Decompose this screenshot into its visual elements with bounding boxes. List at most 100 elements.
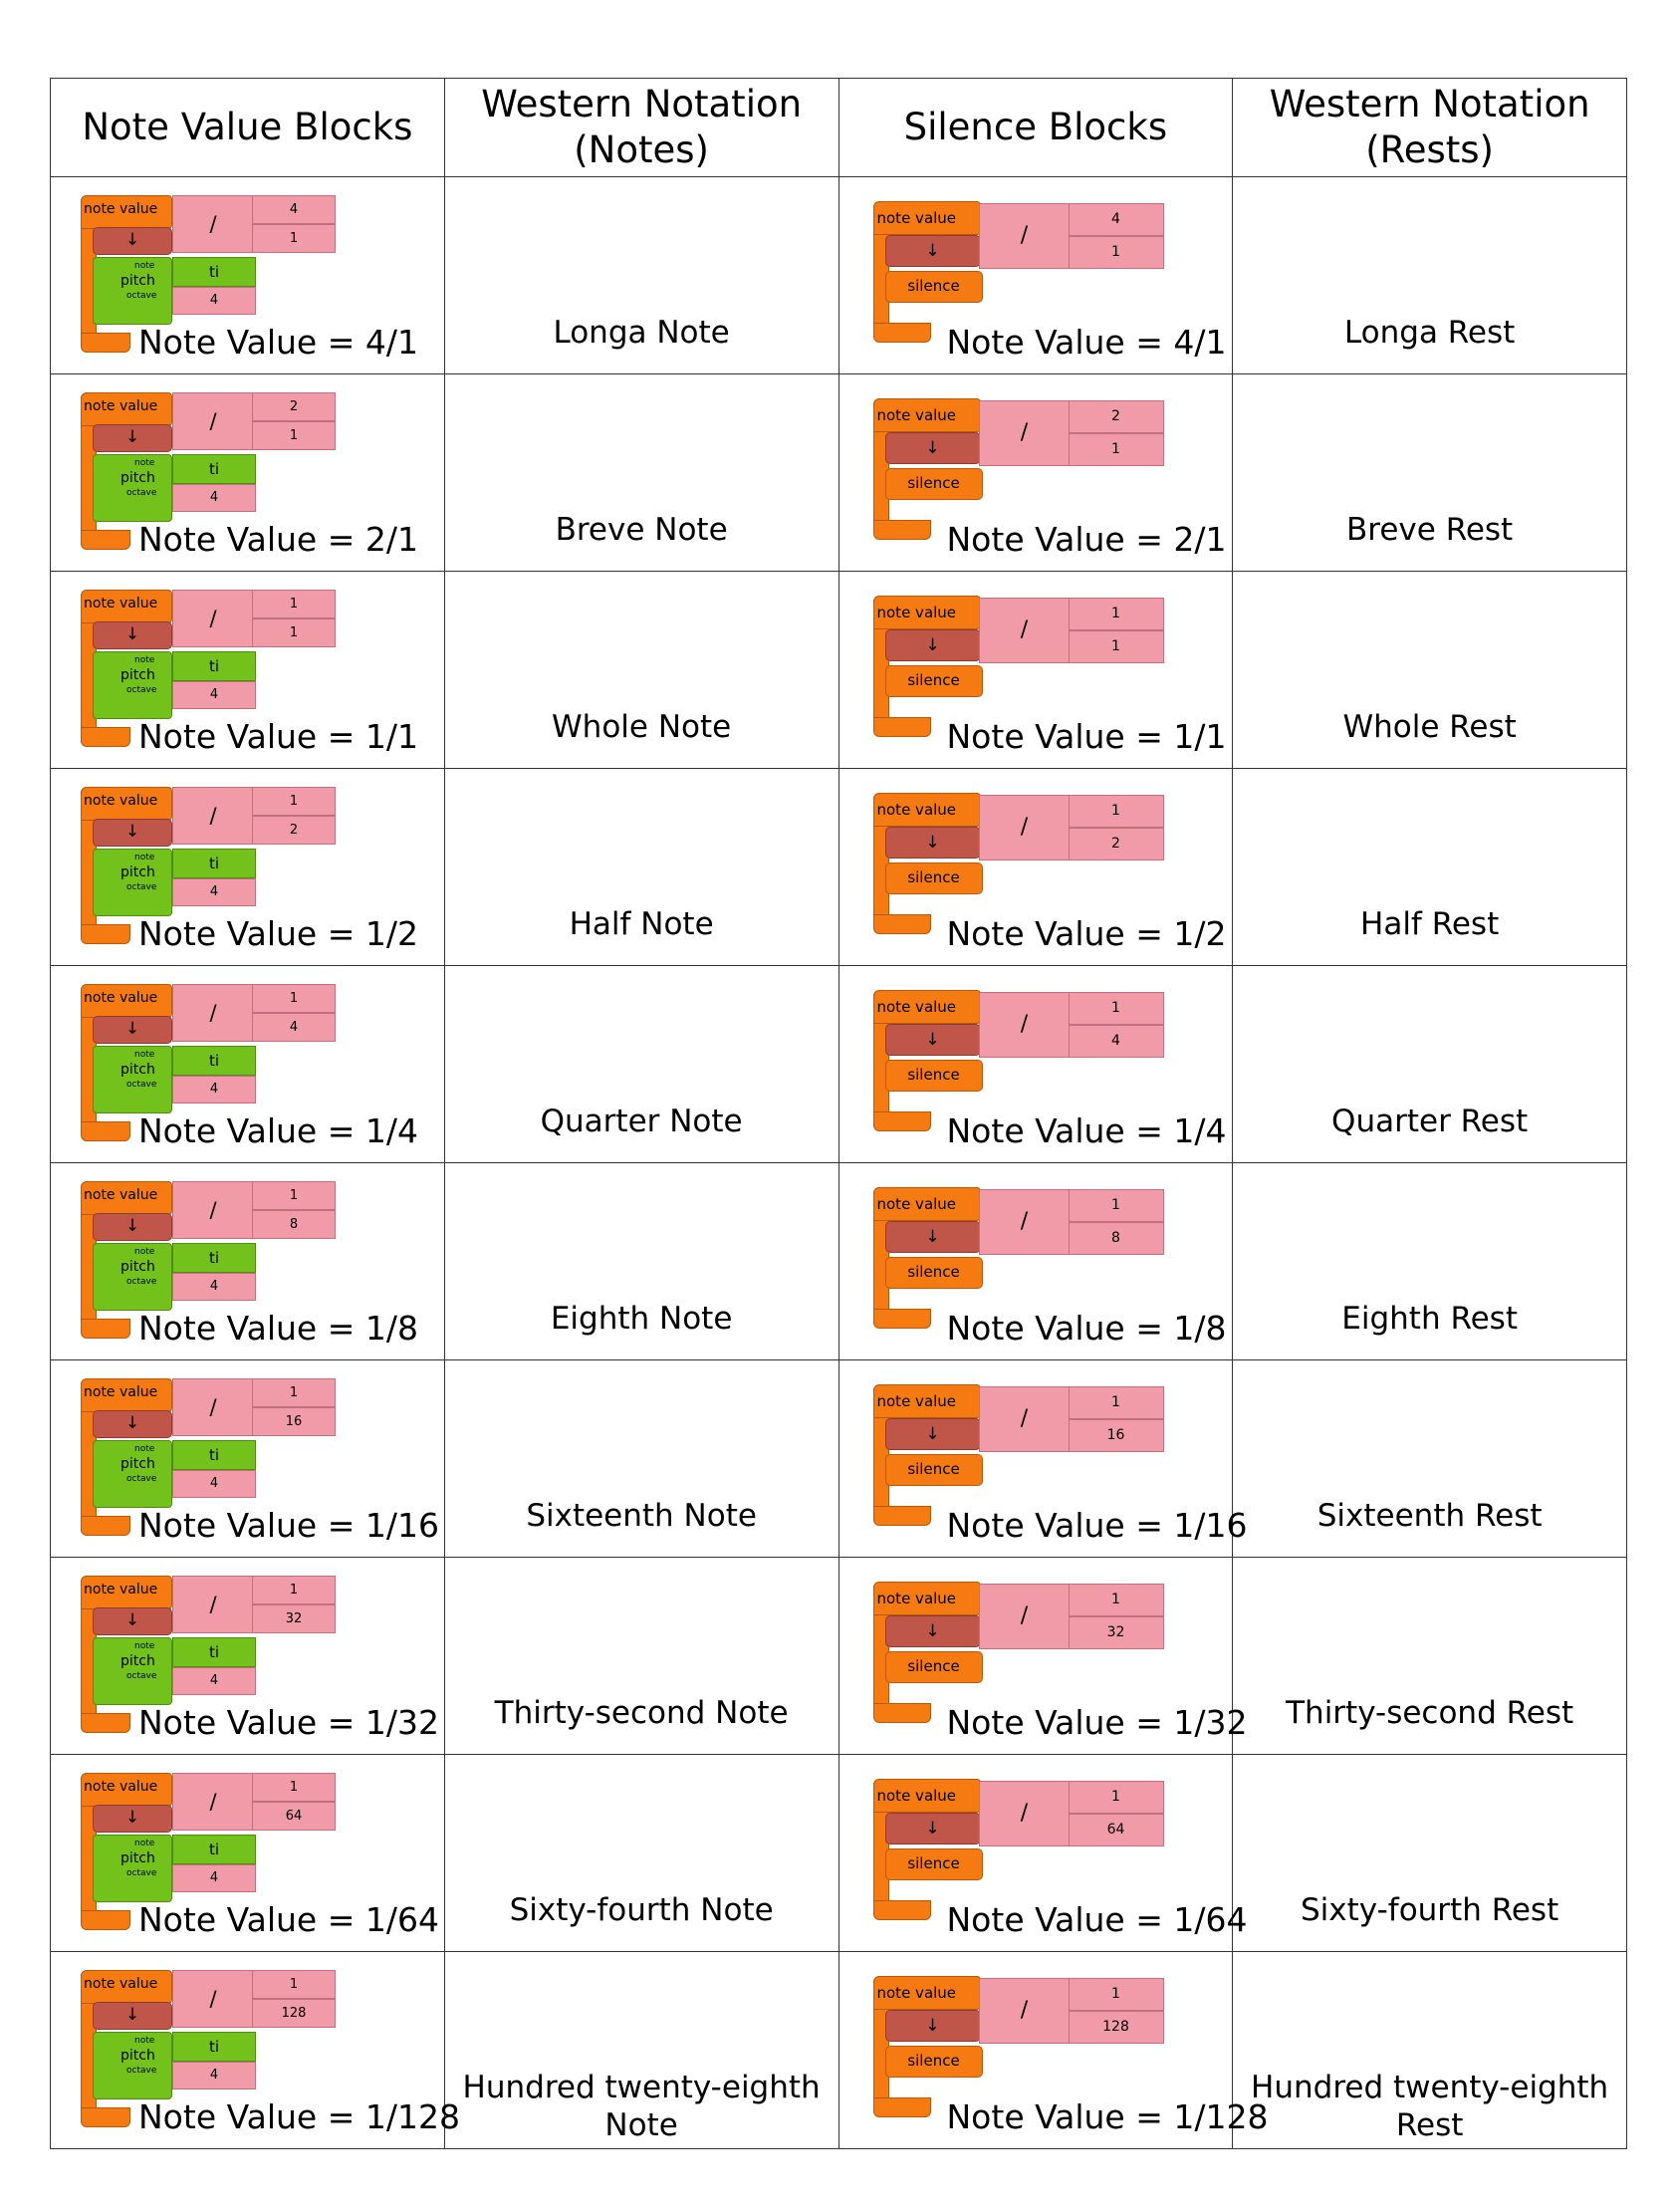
- silence-block-foot: [872, 1506, 931, 1526]
- note-value-block[interactable]: note value ↓ note pitch octave ti 4 /1 8: [81, 1181, 340, 1341]
- denominator-value: 1: [1068, 236, 1164, 269]
- note-value-label: note value: [84, 990, 158, 1006]
- arrow-block: ↓: [93, 819, 172, 847]
- silence-note-value-block[interactable]: note value ↓ silence/1 32: [872, 1582, 1172, 1731]
- divide-block: /: [978, 1189, 1071, 1255]
- note-value-block[interactable]: note value ↓ note pitch octave ti 4 /1 2: [81, 787, 340, 946]
- silence-block: silence: [884, 1060, 983, 1092]
- silence-block-foot: [872, 1309, 931, 1329]
- silence-note-value-block[interactable]: note value ↓ silence/4 1: [872, 201, 1172, 351]
- table-row: note value ↓ note pitch octave ti 4/1 4 Note Val…: [50, 965, 1627, 1163]
- pitch-name-value: ti: [172, 849, 256, 878]
- silence-block-foot: [872, 1703, 931, 1723]
- numerator-value: 1: [252, 1773, 336, 1802]
- divide-block: /: [978, 1978, 1071, 2044]
- western-notation-note-cell: Sixty-fourth Note: [443, 1754, 839, 1952]
- arrow-block: ↓: [93, 621, 172, 649]
- note-block-foot: [81, 333, 130, 353]
- silence-note-value-block[interactable]: note value ↓ silence/1 64: [872, 1779, 1172, 1928]
- pitch-name-value: ti: [172, 257, 256, 287]
- note-value-caption: Note Value = 1/1: [946, 717, 1227, 756]
- denominator-value: 64: [252, 1802, 336, 1831]
- note-value-block[interactable]: note value ↓ note pitch octave ti 4 /2 1: [81, 392, 340, 552]
- rest-name: Thirty-second Rest: [1286, 1695, 1574, 1731]
- pitch-label: pitch: [120, 667, 155, 683]
- note-value-caption: Note Value = 2/1: [138, 520, 418, 559]
- note-value-blocks-cell: note value ↓ note pitch octave ti 4 /1 2 Note Val…: [50, 768, 445, 966]
- silence-note-value-block[interactable]: note value ↓ silence/1 16: [872, 1384, 1172, 1534]
- note-name: Thirty-second Note: [494, 1695, 789, 1731]
- note-block-foot: [81, 1516, 130, 1536]
- numerator-value: 1: [1068, 795, 1164, 828]
- pitch-block: [93, 1637, 172, 1705]
- note-value-label: note value: [876, 998, 957, 1016]
- note-value-label: note value: [84, 1582, 158, 1598]
- silence-blocks-cell: note value ↓ silence/1 8 Note Value = 1/8: [837, 1162, 1234, 1360]
- pitch-block: [93, 651, 172, 719]
- silence-note-value-block[interactable]: note value ↓ silence/1 2: [872, 793, 1172, 942]
- silence-note-value-block[interactable]: note value ↓ silence/1 1: [872, 596, 1172, 745]
- header-western-notation-notes: Western Notation (Notes): [443, 78, 839, 177]
- header-silence-blocks: Silence Blocks: [837, 78, 1234, 177]
- note-value-caption: Note Value = 1/128: [946, 2097, 1269, 2136]
- pitch-octave-label: octave: [126, 882, 157, 892]
- denominator-value: 64: [1068, 1814, 1164, 1846]
- pitch-name-value: ti: [172, 1835, 256, 1864]
- note-value-block[interactable]: note value ↓ note pitch octave ti 4/4 1: [81, 195, 340, 355]
- western-notation-note-cell: Quarter Note: [443, 965, 839, 1163]
- divide-block: /: [172, 1378, 254, 1436]
- octave-value: 4: [172, 1076, 256, 1104]
- numerator-value: 1: [1068, 598, 1164, 630]
- note-value-caption: Note Value = 1/4: [946, 1111, 1227, 1150]
- arrow-block: ↓: [884, 235, 981, 267]
- note-block-foot: [81, 1713, 130, 1733]
- denominator-value: 8: [1068, 1222, 1164, 1255]
- arrow-block: ↓: [884, 629, 981, 661]
- note-value-block[interactable]: note value ↓ note pitch octave ti 4 /1 64: [81, 1773, 340, 1932]
- numerator-value: 1: [252, 590, 336, 618]
- header-note-value-blocks: Note Value Blocks: [50, 78, 445, 177]
- note-value-block[interactable]: note value ↓ note pitch octave ti 4 /1 1: [81, 590, 340, 749]
- note-value-label: note value: [84, 201, 158, 217]
- note-block-head: [81, 1970, 172, 2004]
- pitch-block: [93, 1440, 172, 1508]
- note-value-block[interactable]: note value ↓ note pitch octave ti 4 /1 16: [81, 1378, 340, 1538]
- numerator-value: 1: [1068, 1781, 1164, 1814]
- silence-note-value-block[interactable]: note value ↓ silence/2 1: [872, 398, 1172, 548]
- silence-block-head: [872, 793, 981, 827]
- octave-value: 4: [172, 1273, 256, 1301]
- octave-value: 4: [172, 287, 256, 315]
- note-value-block[interactable]: note value ↓ note pitch octave ti 4 /1 128: [81, 1970, 340, 2129]
- pitch-label: pitch: [120, 2048, 155, 2064]
- numerator-value: 2: [252, 392, 336, 421]
- note-value-block[interactable]: note value ↓ note pitch octave ti 4 /1 32: [81, 1576, 340, 1735]
- note-block-foot: [81, 1910, 130, 1930]
- pitch-block: [93, 849, 172, 916]
- denominator-value: 16: [1068, 1419, 1164, 1452]
- arrow-block: ↓: [93, 227, 172, 255]
- silence-note-value-block[interactable]: note value ↓ silence/1 4: [872, 990, 1172, 1139]
- western-notation-rest-cell: Thirty-second Rest: [1232, 1557, 1627, 1755]
- numerator-value: 4: [1068, 203, 1164, 236]
- rest-name: Half Rest: [1360, 906, 1500, 942]
- note-value-label: note value: [876, 209, 957, 227]
- silence-block: silence: [884, 665, 983, 697]
- pitch-note-label: note: [134, 853, 155, 862]
- pitch-name-value: ti: [172, 1440, 256, 1470]
- pitch-block: [93, 1046, 172, 1113]
- silence-note-value-block[interactable]: note value ↓ silence/1 128: [872, 1976, 1172, 2125]
- denominator-value: 1: [252, 224, 336, 253]
- pitch-label: pitch: [120, 864, 155, 880]
- silence-block-head: [872, 1779, 981, 1813]
- note-name: Eighth Note: [550, 1301, 733, 1337]
- divide-block: /: [978, 400, 1071, 466]
- rest-name: Hundred twenty-eighth Rest: [1251, 2070, 1609, 2143]
- rest-name: Breve Rest: [1346, 512, 1514, 548]
- silence-note-value-block[interactable]: note value ↓ silence/1 8: [872, 1187, 1172, 1337]
- divide-block: /: [172, 392, 254, 450]
- rest-name: Eighth Rest: [1341, 1301, 1518, 1337]
- silence-block-head: [872, 1976, 981, 2010]
- rest-name: Sixteenth Rest: [1316, 1498, 1543, 1534]
- table-row: note value ↓ note pitch octave ti 4/1 32 Note Va…: [50, 1557, 1627, 1755]
- note-value-block[interactable]: note value ↓ note pitch octave ti 4/1 4: [81, 984, 340, 1143]
